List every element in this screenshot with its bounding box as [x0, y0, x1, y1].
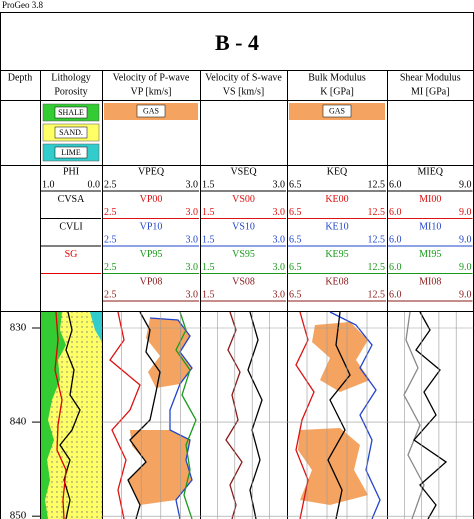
curve-scale-max: 9.0: [459, 179, 472, 190]
curve-scale-max: 3.0: [273, 289, 286, 300]
curve-scale-min: 2.5: [104, 179, 117, 190]
column-subtitle: MI [GPa]: [411, 86, 450, 97]
curve-name: VS10: [232, 221, 255, 232]
legend-label-box: [322, 104, 352, 118]
legend-label: SHALE: [58, 108, 84, 117]
curve-name: VS08: [232, 276, 255, 287]
column-subtitle: VS [km/s]: [223, 86, 264, 97]
curve-scale-min: 1.5: [202, 207, 215, 218]
curve-scale-min: 1.5: [202, 179, 215, 190]
column-title: Velocity of S-wave: [205, 72, 282, 83]
curve-name: KEQ: [327, 166, 348, 177]
curve-name: KE10: [325, 221, 348, 232]
curve-name: MI95: [419, 249, 441, 260]
curve-scale-max: 12.5: [368, 179, 386, 190]
curve-scale-max: 12.5: [368, 289, 386, 300]
curve-name: VP10: [140, 221, 163, 232]
curve-scale-min: 2.5: [104, 207, 117, 218]
curve-scale-min: 6.0: [389, 289, 402, 300]
curve-name: KE08: [325, 276, 348, 287]
curve-scale-max: 3.0: [186, 207, 199, 218]
curve-scale-max: 9.0: [459, 289, 472, 300]
curve-name: VS00: [232, 194, 255, 205]
curve-scale-min: 2.5: [104, 262, 117, 273]
legend-label-box: [54, 146, 88, 159]
curve-scale-min: 1.5: [202, 234, 215, 245]
column-subtitle: K [GPa]: [320, 86, 354, 97]
curve-scale-max: 9.0: [459, 207, 472, 218]
curve-scale-max: 9.0: [459, 262, 472, 273]
curve-name: KE95: [325, 249, 348, 260]
curve-name: MIEQ: [417, 166, 443, 177]
depth-tick-label: 850: [10, 510, 27, 519]
curve-scale-min: 1.5: [202, 289, 215, 300]
curve-name: VP95: [140, 249, 163, 260]
curve-name: SG: [65, 249, 78, 260]
column-title: Velocity of P-wave: [113, 72, 190, 83]
curve-name: PHI: [63, 166, 79, 177]
curve-scale-max: 3.0: [273, 234, 286, 245]
curve-scale-max: 3.0: [273, 262, 286, 273]
curve-scale-max: 3.0: [186, 234, 199, 245]
curve-scale-max: 3.0: [186, 179, 199, 190]
curve-scale-min: 2.5: [104, 289, 117, 300]
window-title: ProGeo 3.8: [2, 0, 43, 10]
curve-name: VSEQ: [230, 166, 257, 177]
curve-scale-min: 6.5: [289, 262, 302, 273]
curve-scale-min: 6.0: [389, 207, 402, 218]
well-name: B - 4: [215, 30, 259, 55]
curve-scale-max: 3.0: [186, 262, 199, 273]
curve-name: CVSA: [58, 194, 85, 205]
lithology-track: [40, 311, 102, 519]
column-title: Lithology: [51, 72, 90, 83]
curve-scale-min: 6.5: [289, 179, 302, 190]
curve-scale-min: 6.0: [389, 179, 402, 190]
column-title: Shear Modulus: [400, 72, 461, 83]
curve-scale-max: 12.5: [368, 207, 386, 218]
legend-label: LIME: [61, 148, 81, 157]
curve-name: CVLI: [59, 221, 82, 232]
curve-scale-min: 1.0: [42, 179, 55, 190]
curve-name: MI08: [419, 276, 441, 287]
curve-scale-max: 3.0: [273, 179, 286, 190]
curve-name: VP00: [140, 194, 163, 205]
legend-label: SAND.: [59, 128, 83, 137]
depth-tick-label: 830: [10, 322, 27, 334]
k-track: [295, 311, 381, 519]
curve-name: KE00: [325, 194, 348, 205]
legend-label-box: [136, 104, 166, 118]
curve-name: VS95: [232, 249, 255, 260]
curve-scale-min: 6.5: [289, 207, 302, 218]
curve-scale-max: 0.0: [88, 179, 101, 190]
curve-scale-max: 12.5: [368, 234, 386, 245]
legend-label-box: [54, 106, 88, 119]
curve-name: VP08: [140, 276, 163, 287]
curve-scale-max: 12.5: [368, 262, 386, 273]
curve-name: MI10: [419, 221, 441, 232]
legend-label-box: [54, 126, 88, 139]
curve-scale-max: 9.0: [459, 234, 472, 245]
curve-scale-min: 6.0: [389, 262, 402, 273]
curve-name: MI00: [419, 194, 441, 205]
depth-tick-label: 840: [10, 416, 27, 428]
curve-scale-max: 3.0: [186, 289, 199, 300]
legend-label: GAS: [329, 106, 345, 115]
curve-scale-min: 6.5: [289, 234, 302, 245]
row-lines: [0, 70, 474, 312]
curve-scale-max: 3.0: [273, 207, 286, 218]
column-subtitle: VP [km/s]: [130, 86, 171, 97]
curve-scale-min: 6.5: [289, 289, 302, 300]
vs-track: [225, 311, 263, 519]
curve-name: VPEQ: [138, 166, 165, 177]
column-title: Depth: [8, 72, 32, 83]
column-title: Bulk Modulus: [308, 72, 366, 83]
legend-label: GAS: [143, 106, 159, 115]
curve-scale-min: 1.5: [202, 262, 215, 273]
column-subtitle: Porosity: [54, 86, 87, 97]
curve-scale-min: 6.0: [389, 234, 402, 245]
curve-scale-min: 2.5: [104, 234, 117, 245]
